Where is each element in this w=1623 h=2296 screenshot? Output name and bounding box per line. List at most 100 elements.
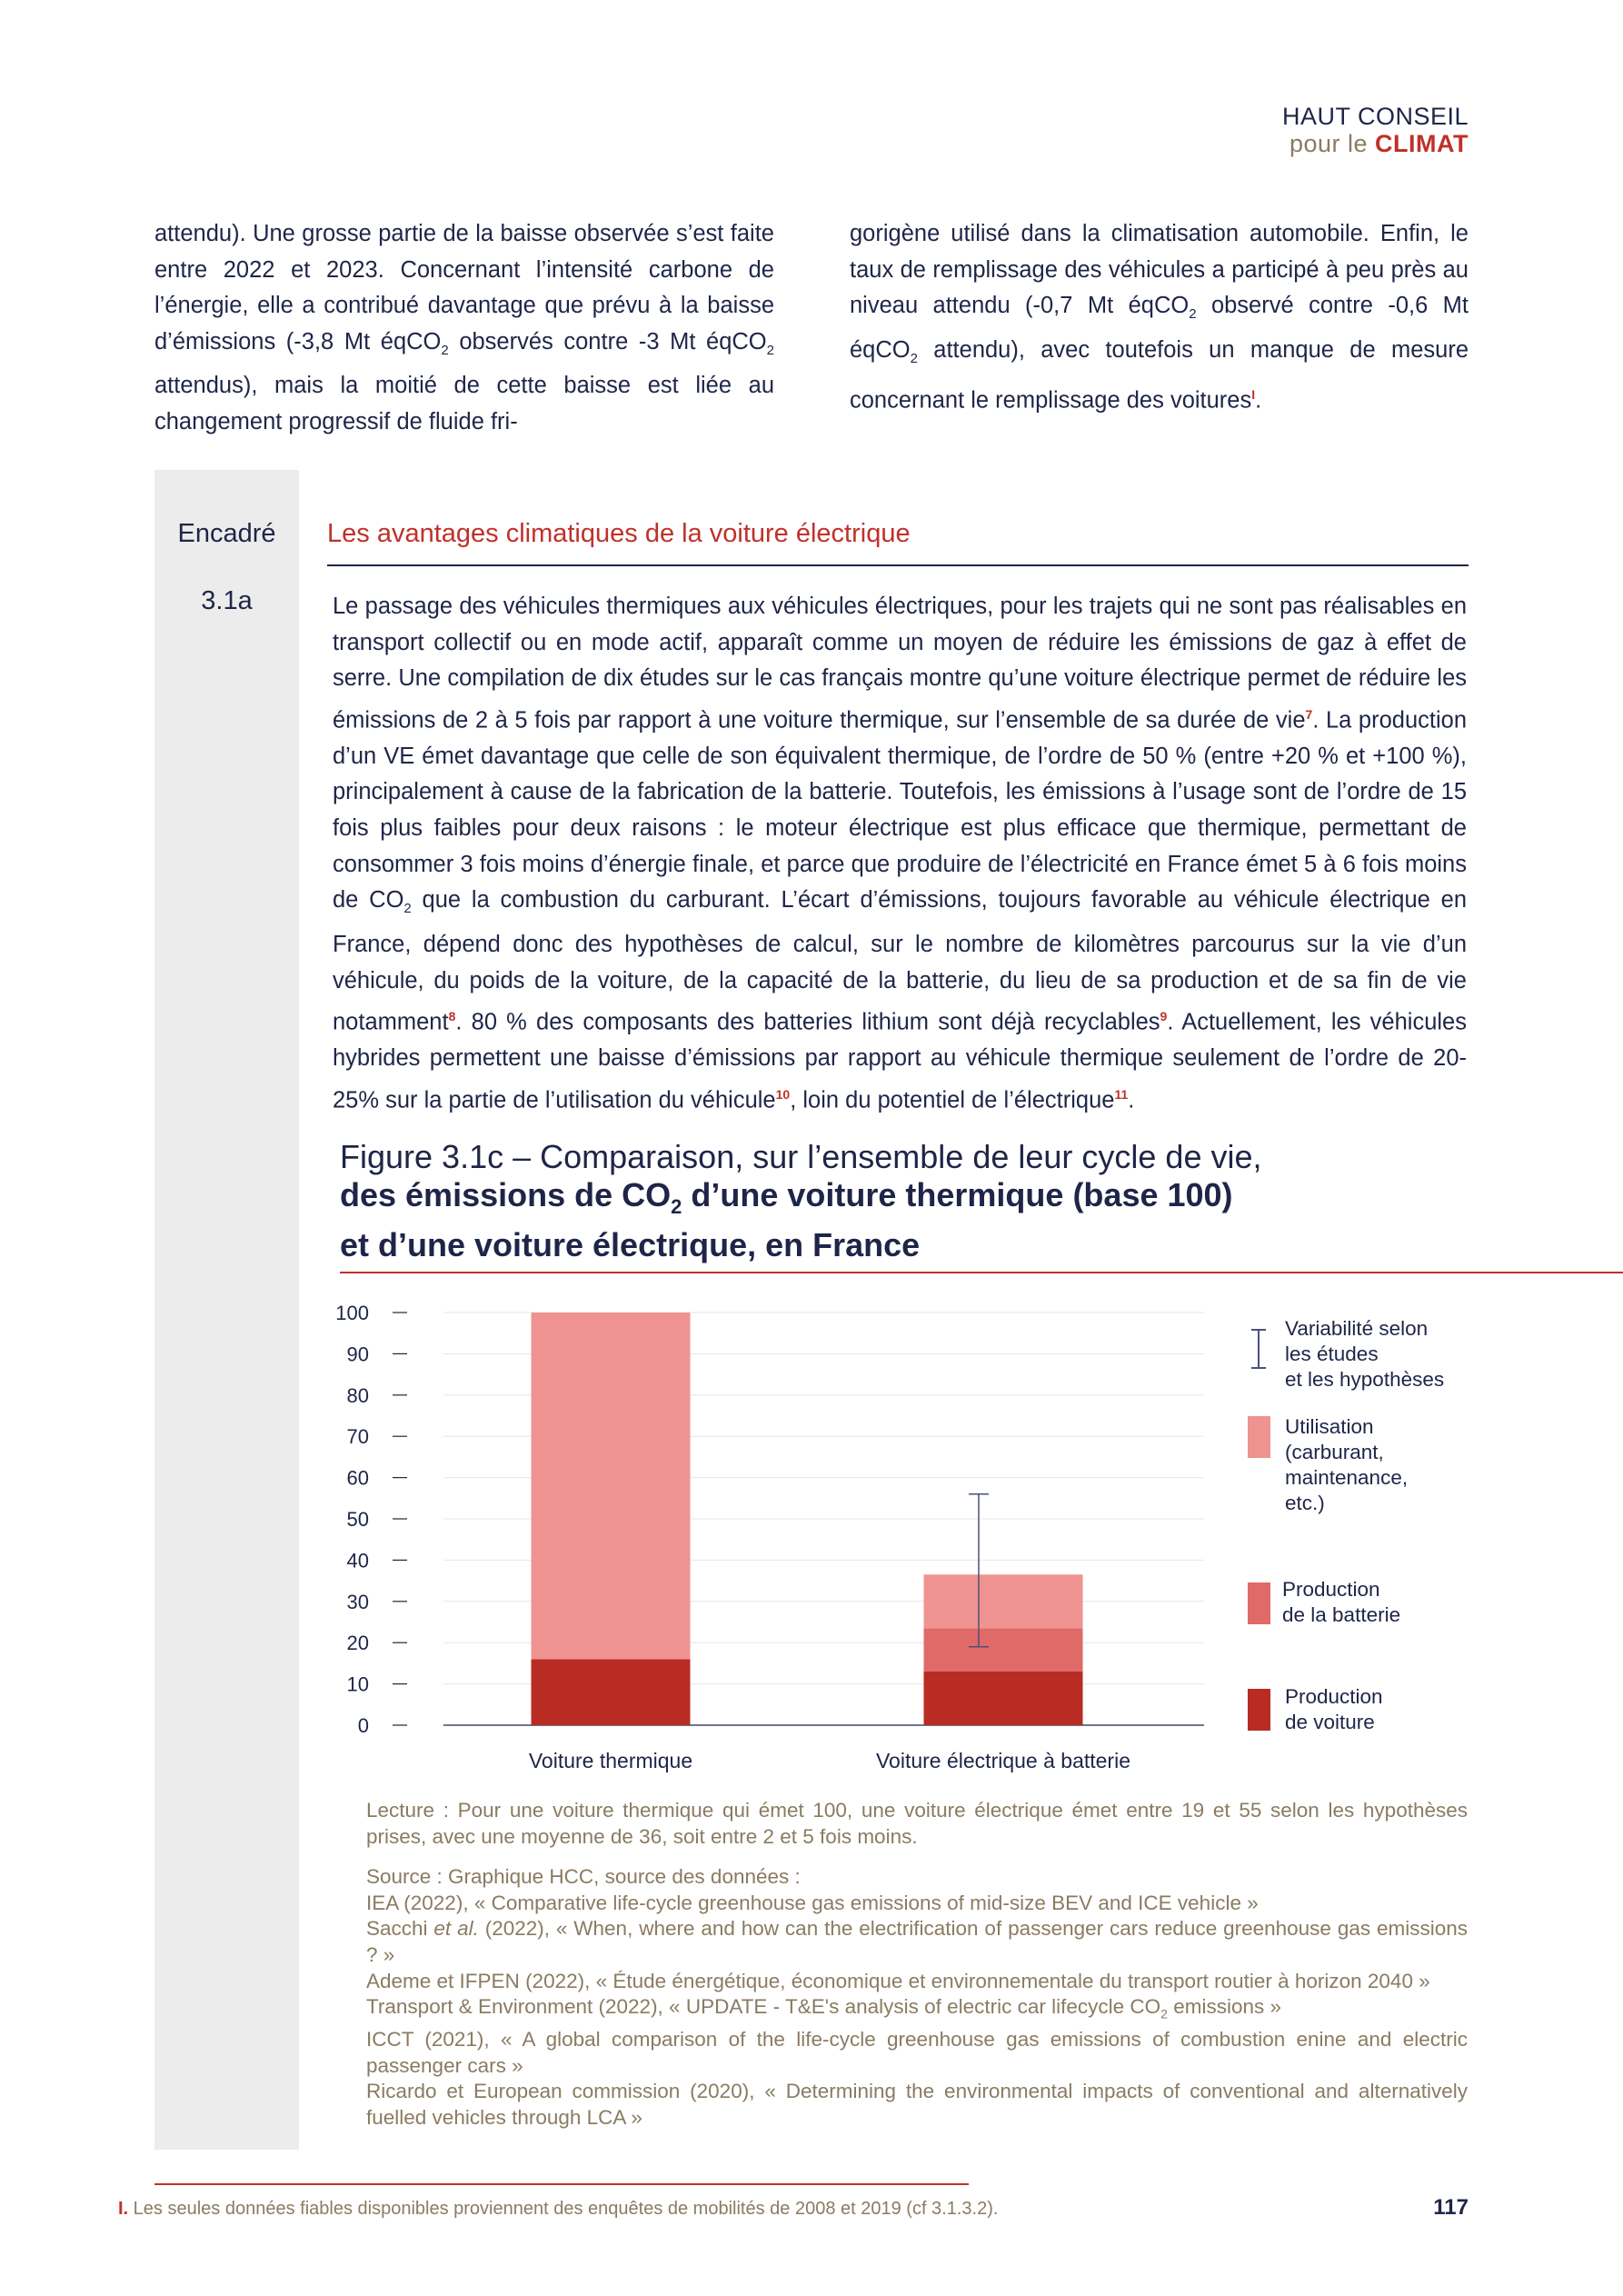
page-number: 117 (1433, 2195, 1469, 2220)
footnote-ref-10[interactable]: 10 (775, 1086, 791, 1102)
y-tick-label: 0 (358, 1714, 369, 1737)
box-title-rule (327, 564, 1469, 566)
footnote-ref-11[interactable]: 11 (1114, 1086, 1129, 1102)
sub-2: 2 (441, 342, 449, 358)
sub-2: 2 (671, 1195, 682, 1219)
figure-title-line3: et d’une voiture électrique, en France (340, 1226, 921, 1264)
legend-usage-line: (carburant, (1285, 1441, 1384, 1463)
figure-title-line2: des émissions de CO2 d’une voiture therm… (340, 1176, 1262, 1226)
box-title: Les avantages climatiques de la voiture … (327, 519, 911, 548)
figure-title-line1: Figure 3.1c – Comparaison, sur l’ensembl… (340, 1138, 1262, 1175)
figure-title-line2b: d’une voiture thermique (base 100) (682, 1176, 1233, 1213)
y-tick-label: 100 (335, 1302, 369, 1324)
chart-error-bar (969, 1493, 989, 1648)
bar-segment (531, 1313, 691, 1660)
footnote-ref-I[interactable]: I (1251, 386, 1256, 402)
logo-line2-emph: CLIMAT (1375, 130, 1469, 157)
box-text-7: . (1128, 1087, 1135, 1113)
y-tick-label: 60 (347, 1467, 369, 1490)
legend-variability-line: les études (1285, 1343, 1379, 1365)
legend-usage-line: etc.) (1285, 1492, 1325, 1514)
source-item: Ricardo et European commission (2020), «… (366, 2080, 1468, 2130)
source-item: Ademe et IFPEN (2022), « Étude énergétiq… (366, 1969, 1430, 1992)
figure-notes: Lecture : Pour une voiture thermique qui… (366, 1798, 1468, 2131)
chart-y-ticks: 0 10 20 30 40 50 60 70 80 90 100 (335, 1302, 407, 1737)
source-author-etal: et al. (433, 1917, 479, 1941)
box-text-1: Le passage des véhicules thermiques aux … (333, 594, 1467, 734)
sub-2: 2 (910, 350, 918, 366)
right-text-2: observé contre -0,6 Mt éqCO (850, 293, 1469, 363)
legend-variability-line: et les hypothèses (1285, 1368, 1445, 1391)
right-text-3: attendu), avec toutefois un manque de me… (850, 336, 1469, 414)
footnote-text: Les seules données fiables disponibles p… (128, 2199, 999, 2219)
legend-car: Production de voiture (1285, 1684, 1383, 1735)
sub-2: 2 (403, 901, 412, 917)
bar-segment (923, 1671, 1083, 1725)
box-number: 3.1a (201, 586, 253, 615)
box-text-4: . 80 % des composants des batteries lith… (455, 1009, 1160, 1035)
box-sidebar (154, 470, 299, 2150)
footnote-rule (154, 2183, 969, 2185)
y-tick-label: 50 (347, 1508, 369, 1531)
box-text-5: . Actuellement, les véhicules hybrides p… (333, 1009, 1467, 1113)
source-item: ICCT (2021), « A global comparison of th… (366, 2028, 1468, 2077)
footnote-mark: I. (118, 2199, 129, 2219)
right-text-end: . (1255, 387, 1262, 414)
legend-car-line: Production (1285, 1685, 1383, 1708)
left-text-3: attendus), mais la moitié de cette baiss… (154, 373, 774, 435)
right-text-1: gorigène utilisé dans la climatisation a… (850, 221, 1469, 319)
legend-battery-line: de la batterie (1282, 1603, 1401, 1626)
box-text-6: , loin du potentiel de l’électrique (790, 1087, 1115, 1113)
sub-2: 2 (1160, 2006, 1168, 2021)
source-item: IEA (2022), « Comparative life-cycle gre… (366, 1891, 1259, 1914)
box-text-3: que la combustion du carburant. L’écart … (333, 887, 1467, 1035)
legend-usage-line: Utilisation (1285, 1415, 1374, 1438)
variability-icon (1251, 1329, 1266, 1369)
logo-line2: pour le CLIMAT (1282, 130, 1469, 157)
y-tick-label: 30 (347, 1591, 369, 1613)
legend-variability-line: Variabilité selon (1285, 1317, 1429, 1340)
source-text: emissions » (1167, 1995, 1282, 2019)
bar-segment (923, 1628, 1083, 1672)
source-text: Transport & Environment (2022), « UPDATE… (366, 1995, 1161, 2019)
legend-swatch-car (1248, 1689, 1270, 1731)
emissions-chart: 0 10 20 30 40 50 60 70 80 90 100 Voiture thermique… (335, 1302, 1204, 1772)
y-tick-label: 70 (347, 1425, 369, 1448)
footnote-ref-7[interactable]: 7 (1305, 706, 1313, 722)
legend-battery: Production de la batterie (1282, 1577, 1400, 1628)
figure-title-line2a: des émissions de CO (340, 1176, 672, 1213)
legend-car-line: de voiture (1285, 1711, 1375, 1733)
chart-bars (531, 1313, 1083, 1725)
category-label: Voiture électrique à batterie (876, 1749, 1130, 1772)
legend-variability: Variabilité selon les études et les hypo… (1285, 1316, 1444, 1393)
bar-segment (923, 1574, 1083, 1629)
legend-battery-line: Production (1282, 1578, 1380, 1601)
chart-category-labels: Voiture thermique Voiture électrique à ba… (529, 1749, 1130, 1772)
logo-line2-prefix: pour le (1289, 130, 1376, 157)
right-column-text: gorigène utilisé dans la climatisation a… (850, 216, 1469, 419)
legend-swatch-usage (1248, 1416, 1270, 1458)
y-tick-label: 40 (347, 1549, 369, 1572)
legend-usage-line: maintenance, (1285, 1466, 1409, 1489)
hcc-logo: HAUT CONSEIL pour le CLIMAT (1282, 103, 1469, 157)
footnote: I. Les seules données fiables disponible… (118, 2199, 998, 2220)
source-item: Transport & Environment (2022), « UPDATE… (366, 1994, 1468, 2027)
left-column-text: attendu). Une grosse partie de la baisse… (154, 216, 774, 441)
left-text-1: attendu). Une grosse partie de la baisse… (154, 221, 774, 354)
footnote-ref-9[interactable]: 9 (1160, 1009, 1168, 1024)
figure-title: Figure 3.1c – Comparaison, sur l’ensembl… (340, 1138, 1262, 1264)
sub-2: 2 (1189, 306, 1197, 323)
source-text: (2022), « When, where and how can the el… (366, 1917, 1469, 1966)
box-body: Le passage des véhicules thermiques aux … (333, 589, 1467, 1119)
bar-segment (531, 1659, 691, 1725)
category-label: Voiture thermique (529, 1749, 692, 1772)
y-tick-label: 20 (347, 1632, 369, 1654)
source-author: Sacchi (366, 1917, 434, 1941)
y-tick-label: 10 (347, 1673, 369, 1696)
footnote-ref-8[interactable]: 8 (448, 1009, 456, 1024)
y-tick-label: 90 (347, 1343, 369, 1365)
y-tick-label: 80 (347, 1384, 369, 1407)
source-intro: Source : Graphique HCC, source des donné… (366, 1865, 801, 1889)
legend-usage: Utilisation (carburant, maintenance, etc… (1285, 1414, 1408, 1516)
source-item: Sacchi et al. (2022), « When, where and … (366, 1916, 1468, 1968)
